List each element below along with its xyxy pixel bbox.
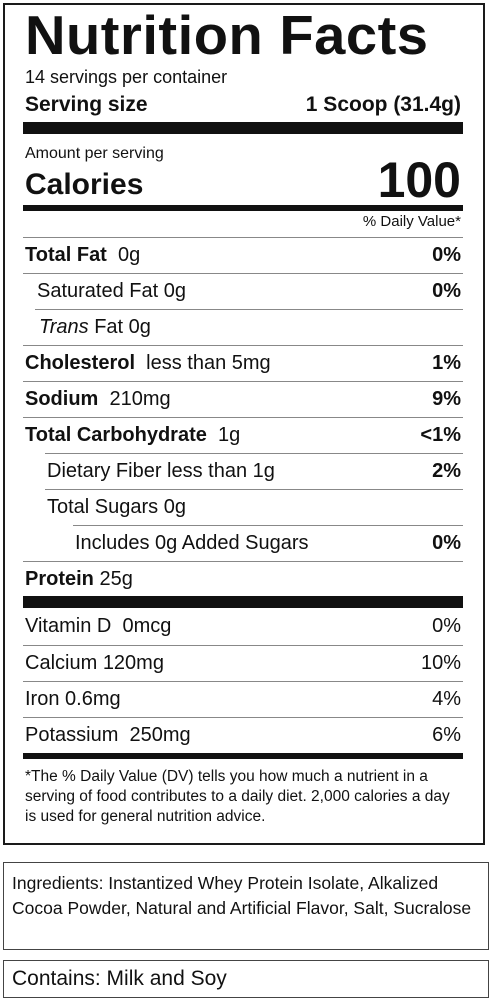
- medium-divider: [23, 205, 463, 211]
- row-vitamin-d: Vitamin D 0mcg 0%: [23, 609, 463, 644]
- divider: [23, 561, 463, 562]
- thick-divider: [23, 596, 463, 608]
- row-calcium: Calcium 120mg 10%: [23, 646, 463, 681]
- row-iron: Iron 0.6mg 4%: [23, 682, 463, 717]
- thick-divider: [23, 122, 463, 134]
- nutrient-name: Vitamin D: [25, 615, 112, 637]
- calories-label: Calories: [25, 168, 144, 201]
- divider: [23, 645, 463, 646]
- nutrient-amount: less than 1g: [167, 460, 275, 482]
- divider: [23, 237, 463, 238]
- daily-value-header: % Daily Value*: [362, 213, 461, 230]
- nutrient-amount: 0.6mg: [65, 688, 121, 710]
- nutrient-dv: 0%: [432, 280, 461, 302]
- nutrient-amount: 0g: [117, 244, 141, 266]
- nutrient-name: Potassium: [25, 724, 119, 746]
- nutrient-name: Includes 0g Added Sugars: [75, 532, 309, 554]
- nutrient-name: Calcium: [25, 652, 98, 674]
- nutrition-facts-panel: Nutrition Facts 14 servings per containe…: [3, 3, 485, 845]
- row-sodium: Sodium 210mg 9%: [23, 382, 463, 417]
- nutrient-name: Trans: [39, 316, 89, 338]
- servings-per-container: 14 servings per container: [25, 67, 228, 87]
- nutrient-name: Cholesterol: [25, 352, 136, 374]
- divider: [45, 489, 463, 490]
- medium-divider: [23, 753, 463, 759]
- nutrient-amount: 0mcg: [122, 615, 172, 637]
- nutrient-name: Iron: [25, 688, 60, 710]
- ingredients-box: Ingredients: Instantized Whey Protein Is…: [3, 862, 489, 950]
- nutrient-dv: 6%: [432, 724, 461, 746]
- row-added-sugars: Includes 0g Added Sugars 0%: [23, 526, 463, 561]
- nutrient-name: Sodium: [25, 388, 99, 410]
- row-total-carbohydrate: Total Carbohydrate 1g <1%: [23, 418, 463, 453]
- divider: [23, 417, 463, 418]
- nutrient-name: Saturated Fat: [37, 280, 159, 302]
- nutrient-amount: Fat 0g: [94, 316, 151, 338]
- divider: [35, 309, 463, 310]
- row-potassium: Potassium 250mg 6%: [23, 718, 463, 753]
- nutrient-name: Dietary Fiber: [47, 460, 162, 482]
- divider: [45, 453, 463, 454]
- nutrient-amount: 250mg: [129, 724, 191, 746]
- divider: [23, 681, 463, 682]
- nutrient-dv: 4%: [432, 688, 461, 710]
- nutrient-dv: 0%: [432, 532, 461, 554]
- nutrient-name: Total Sugars: [47, 496, 159, 518]
- nutrient-dv: 1%: [432, 352, 461, 374]
- nutrient-amount: 120mg: [102, 652, 164, 674]
- row-total-sugars: Total Sugars 0g: [23, 490, 463, 525]
- nutrient-amount: 25g: [99, 568, 133, 590]
- nutrient-dv: 2%: [432, 460, 461, 482]
- nutrient-name: Total Fat: [25, 244, 107, 266]
- nutrient-dv: 10%: [420, 652, 461, 674]
- nutrient-amount: less than 5mg: [146, 352, 271, 374]
- divider: [73, 525, 463, 526]
- row-protein: Protein 25g: [23, 562, 463, 597]
- nutrient-dv: 9%: [432, 388, 461, 410]
- label-title: Nutrition Facts: [25, 4, 429, 66]
- divider: [23, 381, 463, 382]
- amount-per-serving: Amount per serving: [25, 145, 164, 162]
- row-cholesterol: Cholesterol less than 5mg 1%: [23, 346, 463, 381]
- allergen-box: Contains: Milk and Soy: [3, 960, 489, 998]
- row-saturated-fat: Saturated Fat 0g 0%: [23, 274, 463, 309]
- row-dietary-fiber: Dietary Fiber less than 1g 2%: [23, 454, 463, 489]
- daily-value-footnote: *The % Daily Value (DV) tells you how mu…: [25, 768, 450, 825]
- nutrient-name: Total Carbohydrate: [25, 424, 207, 446]
- nutrient-name: Protein: [25, 568, 94, 590]
- nutrient-amount: 210mg: [109, 388, 171, 410]
- serving-size-label: Serving size: [25, 93, 148, 116]
- nutrient-dv: <1%: [420, 424, 461, 446]
- nutrient-amount: 0g: [163, 496, 186, 518]
- divider: [23, 717, 463, 718]
- nutrient-dv: 0%: [432, 244, 461, 266]
- calories-value: 100: [377, 152, 461, 208]
- divider: [23, 273, 463, 274]
- nutrient-amount: 0g: [163, 280, 186, 302]
- row-total-fat: Total Fat 0g 0%: [23, 238, 463, 273]
- divider: [23, 345, 463, 346]
- nutrient-dv: 0%: [432, 615, 461, 637]
- row-trans-fat: Trans Fat 0g: [23, 310, 463, 345]
- serving-size-value: 1 Scoop (31.4g): [305, 93, 461, 116]
- nutrient-amount: 1g: [218, 424, 241, 446]
